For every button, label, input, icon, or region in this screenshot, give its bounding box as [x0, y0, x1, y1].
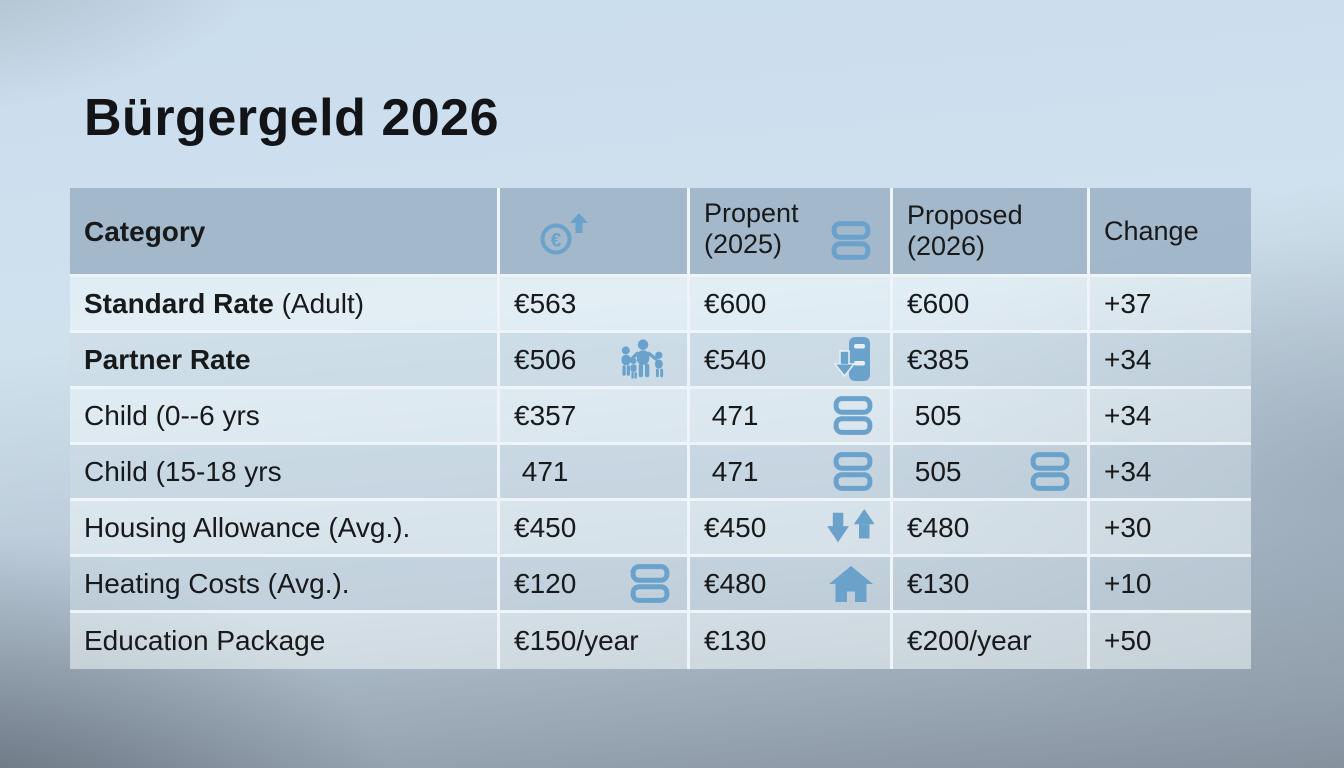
- cell-2026: €130: [893, 557, 1090, 613]
- value-2026: 505: [907, 399, 962, 431]
- family-icon: [617, 338, 671, 382]
- value-current: €150/year: [514, 625, 639, 656]
- cell-2026: 505: [893, 445, 1090, 501]
- cell-change: +37: [1090, 277, 1251, 333]
- header-2025-label: Propent (2025): [704, 198, 799, 259]
- table-row: Child (0--6 yrs €357 471 505 +34: [70, 389, 1251, 445]
- rates-table: Category Propent (2025) Proposed (2026) Ch…: [70, 188, 1251, 669]
- stack-icon: [832, 396, 874, 435]
- document-down-arrow-icon: [834, 335, 874, 385]
- header-2025: Propent (2025): [690, 188, 893, 277]
- cell-current: €150/year: [500, 613, 690, 669]
- slide-title: Bürgergeld 2026: [84, 89, 499, 147]
- category-label-bold: Standard Rate: [84, 287, 274, 319]
- cell-change: +50: [1090, 613, 1251, 669]
- header-row: Category Propent (2025) Proposed (2026) Ch…: [70, 188, 1251, 277]
- cell-current: €506: [500, 333, 690, 389]
- euro-coin-rising-icon: [539, 210, 591, 258]
- cell-current: €120: [500, 557, 690, 613]
- value-2025: €130: [704, 625, 767, 656]
- value-2025: €540: [704, 343, 767, 375]
- cell-change: +30: [1090, 501, 1251, 557]
- table-row: Housing Allowance (Avg.). €450 €450 €480…: [70, 501, 1251, 557]
- cell-2026: €480: [893, 501, 1090, 557]
- cell-current: €357: [500, 389, 690, 445]
- cell-2025: 471: [690, 389, 893, 445]
- value-2025: €450: [704, 511, 767, 543]
- value-2026: €600: [907, 287, 970, 319]
- value-2025: €480: [704, 567, 767, 599]
- cell-2026: €200/year: [893, 613, 1090, 669]
- category-label: (Adult): [273, 287, 365, 319]
- stack-icon: [832, 452, 874, 491]
- stack-icon: [830, 221, 872, 260]
- cell-current: €450: [500, 501, 690, 557]
- cell-category: Heating Costs (Avg.).: [70, 557, 500, 613]
- header-2026-label: Proposed (2026): [907, 200, 1023, 261]
- value-2025: €600: [704, 287, 767, 319]
- value-2025: 471: [704, 399, 759, 431]
- cell-category: Child (15-18 yrs: [70, 445, 500, 501]
- value-2025: 471: [704, 455, 759, 487]
- value-current: €120: [514, 567, 577, 599]
- cell-category: Standard Rate (Adult): [70, 277, 500, 333]
- value-2026: 505: [907, 455, 962, 487]
- table-row: Child (15-18 yrs 471 471 505 +34: [70, 445, 1251, 501]
- category-label: Education Package: [84, 625, 326, 656]
- cell-current: 471: [500, 445, 690, 501]
- cell-current: €563: [500, 277, 690, 333]
- value-2026: €200/year: [907, 625, 1032, 656]
- stack-icon: [629, 564, 671, 603]
- value-current: €357: [514, 399, 577, 431]
- cell-2025: 471: [690, 445, 893, 501]
- cell-change: +34: [1090, 445, 1251, 501]
- table-row: Heating Costs (Avg.). €120 €480 €130 +10: [70, 557, 1251, 613]
- header-current-rate: [500, 188, 690, 277]
- cell-category: Partner Rate: [70, 333, 500, 389]
- value-current: €563: [514, 287, 577, 319]
- category-label-bold: Partner Rate: [84, 343, 251, 375]
- cell-category: Education Package: [70, 613, 500, 669]
- cell-2025: €540: [690, 333, 893, 389]
- value-2026: €130: [907, 567, 970, 599]
- header-change: Change: [1090, 188, 1251, 277]
- header-2026: Proposed (2026): [893, 188, 1090, 277]
- table-row: Education Package €150/year €130 €200/ye…: [70, 613, 1251, 669]
- house-icon: [828, 564, 874, 604]
- category-label: Housing Allowance (Avg.).: [84, 511, 411, 543]
- cell-2025: €600: [690, 277, 893, 333]
- table-row: Standard Rate (Adult) €563 €600 €600 +37: [70, 277, 1251, 333]
- cell-2026: €385: [893, 333, 1090, 389]
- cell-change: +34: [1090, 333, 1251, 389]
- cell-2025: €480: [690, 557, 893, 613]
- cell-2025: €130: [690, 613, 893, 669]
- cell-change: +10: [1090, 557, 1251, 613]
- cell-2026: 505: [893, 389, 1090, 445]
- category-label: Heating Costs (Avg.).: [84, 567, 350, 599]
- value-current: €506: [514, 343, 577, 375]
- cell-category: Child (0--6 yrs: [70, 389, 500, 445]
- table-row: Partner Rate €506 €540 €385 +34: [70, 333, 1251, 389]
- up-down-arrows-icon: [824, 508, 874, 548]
- category-label: Child (15-18 yrs: [84, 455, 282, 487]
- header-category: Category: [70, 188, 500, 277]
- category-label: Child (0--6 yrs: [84, 399, 260, 431]
- value-current: €450: [514, 511, 577, 543]
- value-2026: €385: [907, 343, 970, 375]
- cell-category: Housing Allowance (Avg.).: [70, 501, 500, 557]
- value-2026: €480: [907, 511, 970, 543]
- cell-change: +34: [1090, 389, 1251, 445]
- value-current: 471: [514, 455, 569, 487]
- cell-2025: €450: [690, 501, 893, 557]
- stack-icon: [1029, 452, 1071, 491]
- cell-2026: €600: [893, 277, 1090, 333]
